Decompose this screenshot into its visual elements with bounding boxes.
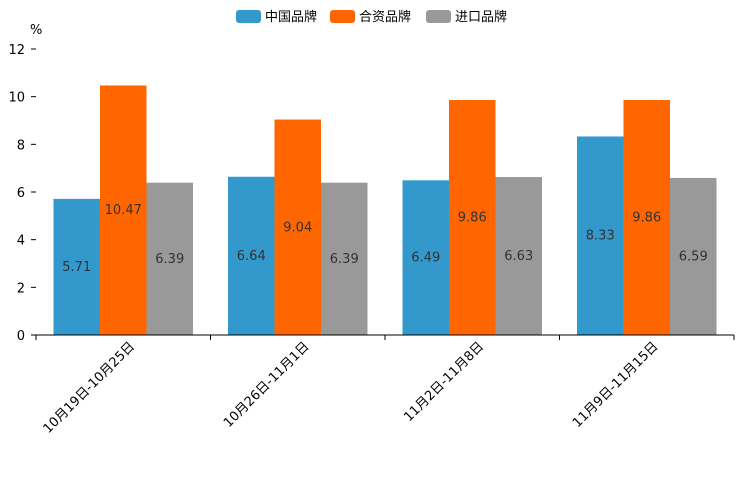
data-label: 8.33 [586,229,615,244]
legend-label: 合资品牌 [359,9,411,25]
bar [321,182,368,335]
y-tick-label: 12 [8,43,25,58]
y-tick-label: 8 [17,138,25,153]
x-axis: 10月19日-10月25日 10月26日-11月1日 11月2日-11月8日 11月9… [35,334,735,437]
data-label: 6.64 [237,249,266,264]
bar [670,177,717,335]
y-axis: 0 2 4 6 8 10 12 [8,43,36,344]
y-axis-unit: % [30,23,42,38]
bar [577,136,624,335]
legend-label: 中国品牌 [265,9,317,25]
data-label: 6.49 [411,251,440,266]
data-label: 6.39 [330,252,359,267]
x-tick-label: 11月2日-11月8日 [401,339,487,425]
data-label: 6.59 [679,249,708,264]
x-tick-label: 10月26日-11月1日 [221,339,313,431]
data-label: 9.86 [458,211,487,226]
data-label: 10.47 [105,203,142,218]
bar [146,182,193,335]
legend-swatch [330,10,355,23]
legend-swatch [426,10,451,23]
y-tick-label: 0 [17,329,25,344]
legend-label: 进口品牌 [455,9,507,25]
y-tick-label: 4 [17,234,25,249]
data-label: 6.39 [155,252,184,267]
x-tick-label: 10月19日-10月25日 [41,339,138,436]
data-label: 5.71 [62,260,91,275]
legend-swatch [236,10,261,23]
y-tick-label: 2 [17,281,25,296]
x-tick-label: 11月9日-11月15日 [570,339,662,431]
bars: 5.71 10.47 6.39 6.64 9.04 6.39 6.49 9.86 6.63 8.3… [53,85,717,336]
bar [449,100,496,336]
bar [228,176,275,335]
data-label: 9.86 [632,211,661,226]
y-tick-label: 10 [8,91,25,106]
bar [495,176,542,335]
bar [623,100,670,336]
data-label: 6.63 [504,249,533,264]
bar [402,180,449,335]
legend: 中国品牌 合资品牌 进口品牌 [236,9,507,25]
bar [274,119,321,336]
y-tick-label: 6 [17,186,25,201]
bar [53,198,100,335]
bar [100,85,147,335]
data-label: 9.04 [283,220,312,235]
